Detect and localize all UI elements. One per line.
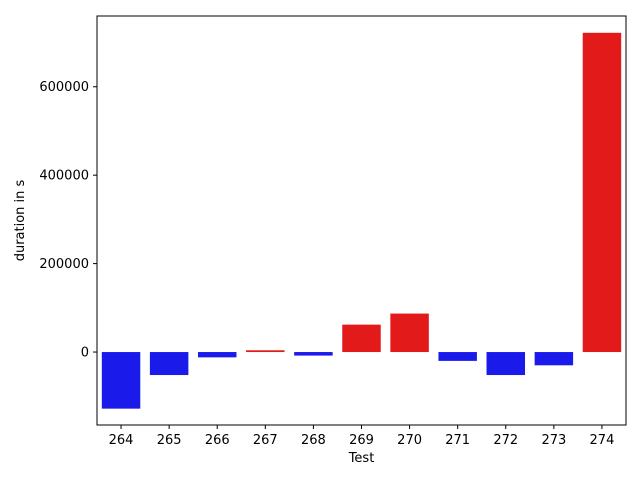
bar-265: [149, 352, 189, 376]
y-tick-label: 600000: [39, 80, 89, 95]
x-axis: 264 265 266 267 268 269 270 271 272 273 274: [109, 425, 615, 448]
bar-272: [486, 352, 526, 376]
bar-268: [294, 352, 333, 356]
bar-266: [197, 352, 237, 358]
bar-270: [390, 313, 429, 353]
bar-series: [101, 32, 622, 409]
x-tick-label: 264: [109, 433, 134, 448]
y-tick-label: 400000: [39, 169, 89, 184]
bar-274: [582, 32, 622, 353]
x-tick-label: 265: [157, 433, 182, 448]
x-tick-label: 268: [301, 433, 326, 448]
y-axis: 0 200000 400000 600000: [39, 80, 97, 361]
bar-267: [246, 350, 285, 353]
bar-264: [101, 352, 141, 409]
x-tick-label: 267: [253, 433, 278, 448]
x-tick-label: 269: [349, 433, 374, 448]
y-axis-label: duration in s: [13, 179, 28, 261]
x-tick-label: 274: [590, 433, 615, 448]
x-tick-label: 272: [493, 433, 518, 448]
x-tick-label: 270: [397, 433, 422, 448]
y-tick-label: 200000: [39, 257, 89, 272]
x-axis-label: Test: [348, 451, 375, 466]
x-tick-label: 273: [541, 433, 566, 448]
x-tick-label: 271: [445, 433, 470, 448]
bar-271: [438, 352, 477, 361]
x-tick-label: 266: [205, 433, 230, 448]
bar-269: [342, 324, 381, 353]
bar-273: [534, 352, 574, 366]
y-tick-label: 0: [81, 346, 89, 361]
